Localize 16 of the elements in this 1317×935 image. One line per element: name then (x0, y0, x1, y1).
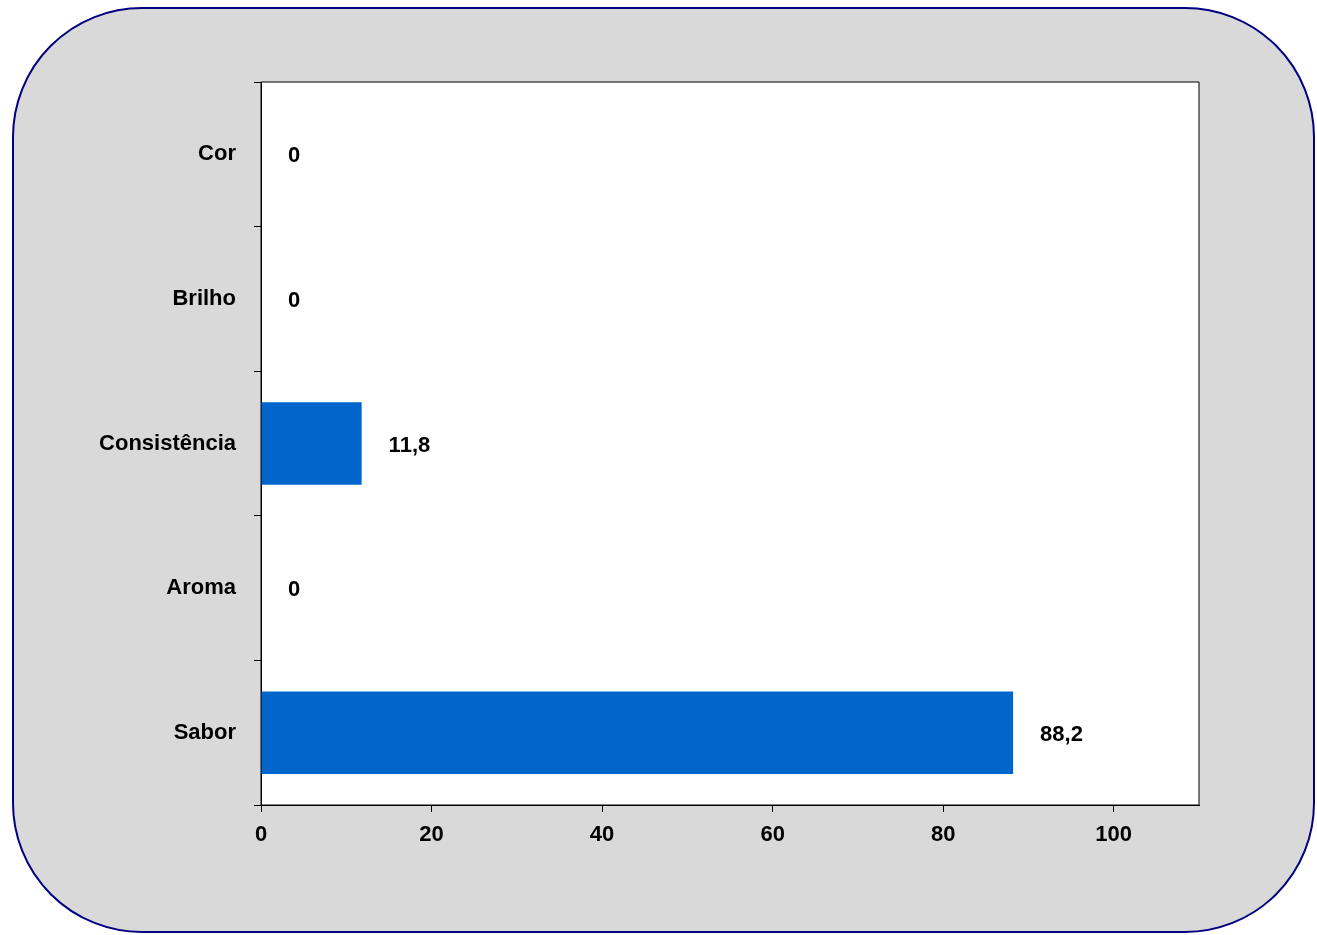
x-tick-label: 60 (760, 821, 785, 847)
x-tick-label: 0 (254, 821, 268, 847)
data-label: 11,8 (388, 431, 431, 457)
x-tick-label: 80 (930, 821, 956, 847)
y-tick-label: Brilho (172, 284, 236, 310)
data-label: 88,2 (1040, 720, 1083, 746)
data-label: 0 (288, 142, 301, 168)
x-tick-label: 100 (1095, 821, 1133, 847)
x-tick-label: 20 (419, 821, 444, 847)
y-tick-label: Cor (198, 140, 237, 166)
data-label: 0 (288, 576, 301, 602)
y-tick-label: Aroma (166, 574, 237, 600)
y-tick-label: Consistência (99, 429, 237, 455)
y-tick-label: Sabor (173, 718, 237, 744)
data-label: 0 (288, 286, 301, 312)
x-tick-label: 40 (589, 821, 615, 847)
